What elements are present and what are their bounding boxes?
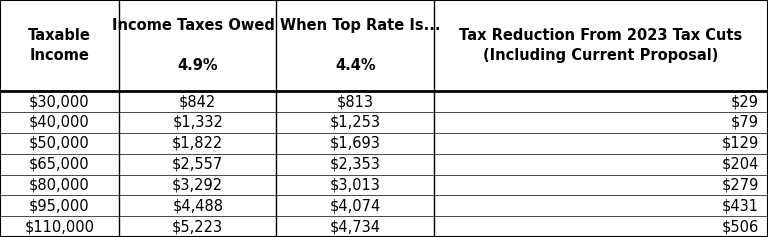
Text: Taxable
Income: Taxable Income [28,28,91,63]
Text: $1,253: $1,253 [329,115,381,130]
Text: $4,074: $4,074 [329,198,381,213]
Text: $204: $204 [721,157,759,172]
Text: $1,693: $1,693 [329,136,381,151]
Text: $1,332: $1,332 [172,115,223,130]
Text: $5,223: $5,223 [172,219,223,234]
Text: $65,000: $65,000 [29,157,90,172]
Text: $80,000: $80,000 [29,178,90,192]
Text: Tax Reduction From 2023 Tax Cuts
(Including Current Proposal): Tax Reduction From 2023 Tax Cuts (Includ… [459,28,743,63]
Text: $40,000: $40,000 [29,115,90,130]
Text: $4,488: $4,488 [172,198,223,213]
Text: $2,353: $2,353 [329,157,381,172]
Text: $2,557: $2,557 [172,157,223,172]
Text: $3,013: $3,013 [329,178,381,192]
Text: $4,734: $4,734 [329,219,381,234]
Text: 4.4%: 4.4% [335,58,376,73]
Text: $29: $29 [731,94,759,109]
Text: Income Taxes Owed When Top Rate Is...: Income Taxes Owed When Top Rate Is... [112,18,441,33]
Text: $129: $129 [721,136,759,151]
Text: $279: $279 [721,178,759,192]
Text: $813: $813 [336,94,374,109]
Text: $30,000: $30,000 [29,94,90,109]
Text: $506: $506 [721,219,759,234]
Text: $79: $79 [731,115,759,130]
Text: 4.9%: 4.9% [177,58,218,73]
Text: $110,000: $110,000 [25,219,94,234]
Text: $431: $431 [722,198,759,213]
Text: $95,000: $95,000 [29,198,90,213]
Text: $3,292: $3,292 [172,178,223,192]
Text: $1,822: $1,822 [172,136,223,151]
Text: $842: $842 [179,94,217,109]
Text: $50,000: $50,000 [29,136,90,151]
